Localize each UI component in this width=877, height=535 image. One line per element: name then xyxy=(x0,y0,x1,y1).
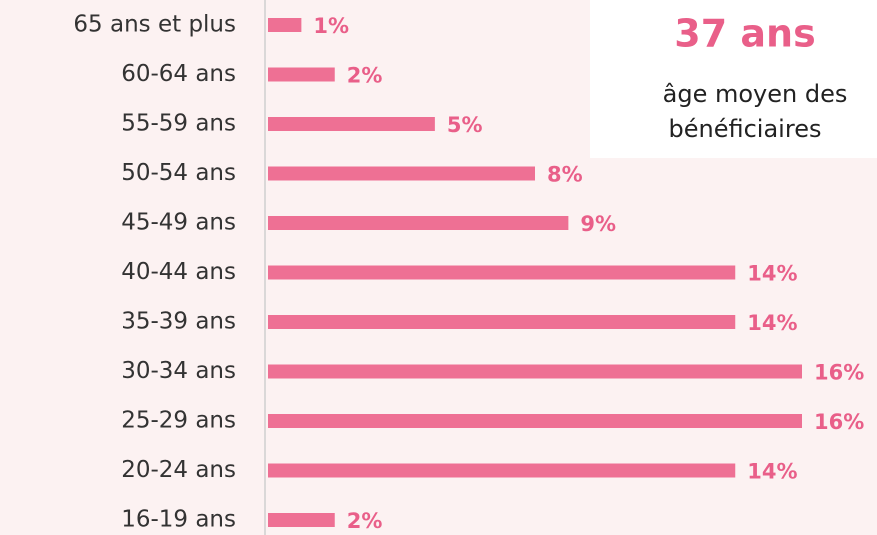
value-label: 14% xyxy=(747,460,797,484)
category-label: 50-54 ans xyxy=(121,160,236,186)
category-label: 25-29 ans xyxy=(121,408,236,434)
value-label: 5% xyxy=(447,113,483,137)
bar xyxy=(268,364,802,379)
callout-text: âge moyen des xyxy=(663,80,848,108)
value-label: 8% xyxy=(547,163,583,187)
value-label: 9% xyxy=(580,212,616,236)
bar xyxy=(268,265,736,280)
category-label: 65 ans et plus xyxy=(73,12,236,38)
bar xyxy=(268,216,569,230)
category-label: 20-24 ans xyxy=(121,457,236,483)
bar xyxy=(268,513,335,527)
category-label: 16-19 ans xyxy=(121,507,236,533)
category-label: 55-59 ans xyxy=(121,111,236,137)
category-label: 60-64 ans xyxy=(121,61,236,87)
value-label: 16% xyxy=(814,410,864,434)
value-label: 2% xyxy=(347,509,383,533)
value-label: 14% xyxy=(747,262,797,286)
bar xyxy=(268,166,535,181)
category-label: 40-44 ans xyxy=(121,259,236,285)
category-label: 30-34 ans xyxy=(121,358,236,384)
value-label: 14% xyxy=(747,311,797,335)
value-label: 2% xyxy=(347,64,383,88)
value-label: 16% xyxy=(814,361,864,385)
bar xyxy=(268,117,435,131)
bar xyxy=(268,67,335,82)
value-label: 1% xyxy=(313,14,349,38)
category-label: 35-39 ans xyxy=(121,309,236,335)
bar xyxy=(268,414,802,428)
callout-title: 37 ans xyxy=(674,12,815,56)
category-label: 45-49 ans xyxy=(121,210,236,236)
bar xyxy=(268,18,302,32)
bar xyxy=(268,315,736,329)
callout-text: bénéficiaires xyxy=(669,115,822,143)
bar xyxy=(268,463,736,478)
callout-box xyxy=(590,0,877,158)
